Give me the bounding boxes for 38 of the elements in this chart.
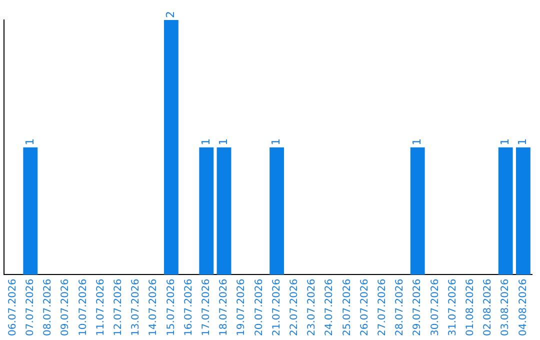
x-tick-label: 31.07.2026 — [447, 278, 458, 336]
x-tick-label: 17.07.2026 — [200, 278, 212, 336]
x-tick-label: 12.07.2026 — [112, 278, 124, 336]
x-tick-label: 22.07.2026 — [288, 278, 300, 336]
x-tick-label: 02.08.2026 — [482, 278, 494, 336]
x-tick-label: 28.07.2026 — [394, 278, 406, 336]
x-tick-label: 15.07.2026 — [166, 278, 177, 336]
x-tick-label: 26.07.2026 — [359, 278, 370, 336]
x-tick-label: 20.07.2026 — [254, 278, 265, 336]
x-tick-label: 07.07.2026 — [24, 278, 36, 336]
x-tick-label: 23.07.2026 — [306, 278, 318, 336]
data-label: 1 — [216, 138, 230, 146]
data-label: 1 — [498, 138, 512, 146]
data-label: 1 — [199, 138, 212, 146]
x-tick-label: 13.07.2026 — [130, 278, 142, 336]
x-tick-label: 11.07.2026 — [95, 278, 106, 336]
x-tick-label: 06.07.2026 — [7, 278, 18, 336]
x-tick-label: 14.07.2026 — [148, 278, 160, 336]
x-tick-label: 08.07.2026 — [42, 278, 54, 336]
x-tick-label: 10.07.2026 — [78, 278, 89, 336]
x-tick-label: 01.08.2026 — [464, 278, 476, 336]
data-label: 2 — [164, 11, 178, 18]
x-tick-label: 30.07.2026 — [430, 278, 441, 336]
data-label: 1 — [270, 138, 283, 146]
x-tick-label: 16.07.2026 — [183, 278, 194, 336]
data-label: 1 — [516, 138, 530, 146]
x-tick-label: 09.07.2026 — [60, 278, 72, 336]
x-tick-label: 18.07.2026 — [218, 278, 230, 336]
x-tick-label: 25.07.2026 — [342, 278, 353, 336]
x-tick-label: 24.07.2026 — [324, 278, 336, 336]
data-label: 1 — [410, 138, 424, 146]
x-tick-label: 19.07.2026 — [236, 278, 248, 336]
x-tick-label: 29.07.2026 — [412, 278, 424, 336]
x-tick-label: 27.07.2026 — [376, 278, 388, 336]
x-tick-label: 21.07.2026 — [271, 278, 282, 336]
x-tick-label: 03.08.2026 — [500, 278, 512, 336]
data-label: 1 — [23, 138, 36, 146]
x-tick-label: 04.08.2026 — [518, 278, 529, 336]
